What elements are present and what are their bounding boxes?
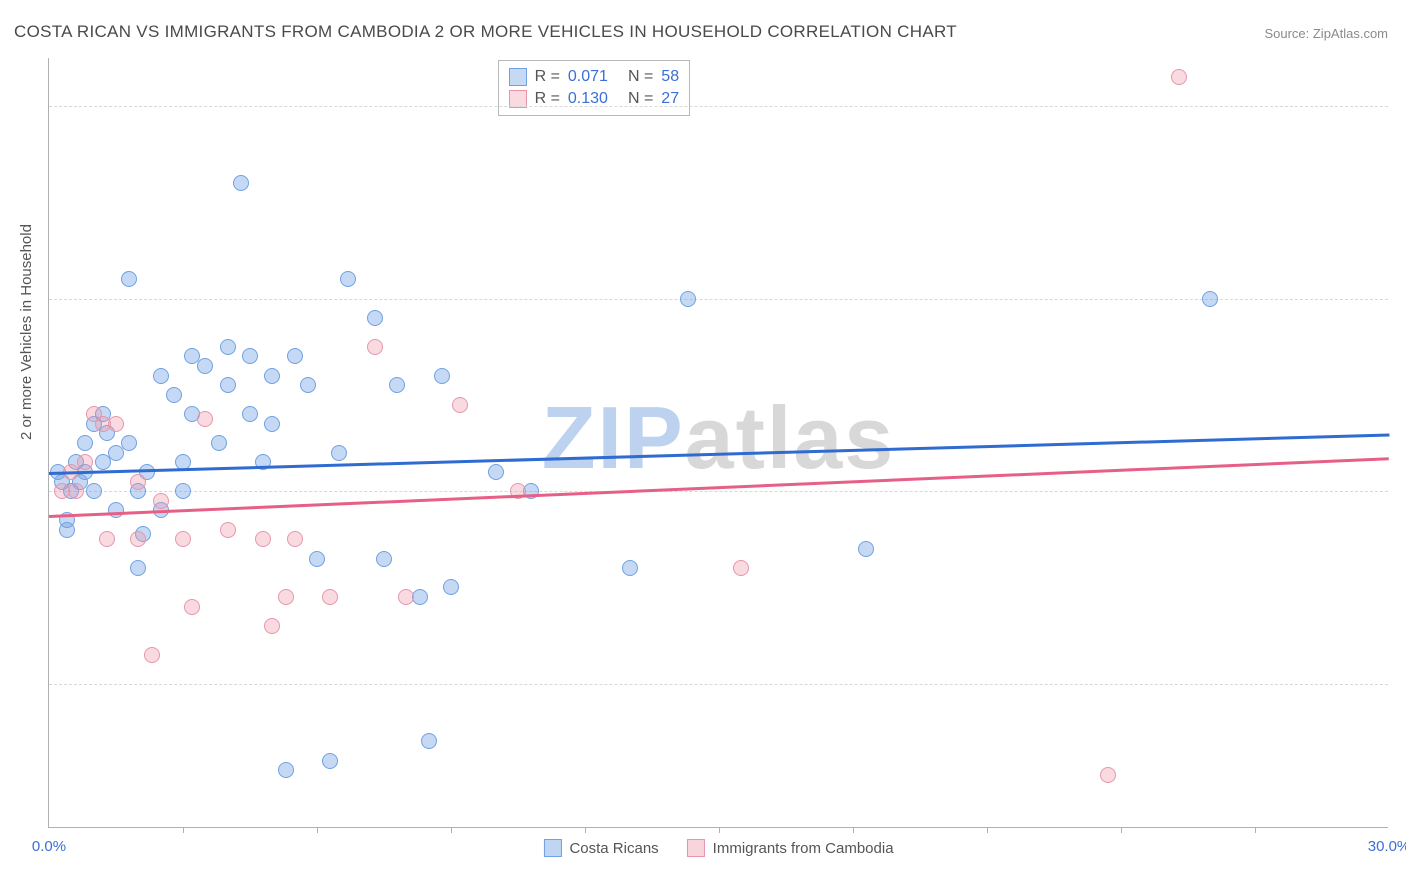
scatter-point bbox=[130, 560, 146, 576]
x-minor-tick bbox=[183, 827, 184, 833]
scatter-point bbox=[367, 310, 383, 326]
scatter-point bbox=[1202, 291, 1218, 307]
scatter-point bbox=[197, 411, 213, 427]
x-minor-tick bbox=[853, 827, 854, 833]
legend-label: Immigrants from Cambodia bbox=[713, 840, 894, 857]
scatter-point bbox=[733, 560, 749, 576]
source-attribution: Source: ZipAtlas.com bbox=[1264, 26, 1388, 41]
y-tick-label: 100.0% bbox=[1398, 98, 1406, 115]
scatter-point bbox=[622, 560, 638, 576]
scatter-point bbox=[278, 589, 294, 605]
scatter-point bbox=[443, 579, 459, 595]
legend-swatch bbox=[543, 839, 561, 857]
x-minor-tick bbox=[585, 827, 586, 833]
y-axis-label: 2 or more Vehicles in Household bbox=[18, 224, 35, 440]
scatter-point bbox=[264, 416, 280, 432]
scatter-point bbox=[452, 397, 468, 413]
chart-title: COSTA RICAN VS IMMIGRANTS FROM CAMBODIA … bbox=[14, 22, 957, 42]
scatter-point bbox=[858, 541, 874, 557]
legend-stats-box: R = 0.071N = 58R = 0.130N = 27 bbox=[498, 60, 691, 116]
x-minor-tick bbox=[719, 827, 720, 833]
scatter-point bbox=[153, 368, 169, 384]
scatter-point bbox=[77, 454, 93, 470]
scatter-point bbox=[300, 377, 316, 393]
scatter-point bbox=[340, 271, 356, 287]
scatter-point bbox=[367, 339, 383, 355]
scatter-point bbox=[242, 348, 258, 364]
scatter-point bbox=[1171, 69, 1187, 85]
scatter-point bbox=[264, 618, 280, 634]
x-tick-label: 30.0% bbox=[1368, 838, 1406, 855]
scatter-point bbox=[211, 435, 227, 451]
y-tick-label: 60.0% bbox=[1398, 483, 1406, 500]
scatter-point bbox=[322, 753, 338, 769]
scatter-point bbox=[68, 483, 84, 499]
x-minor-tick bbox=[1255, 827, 1256, 833]
scatter-point bbox=[264, 368, 280, 384]
legend-n-label: N = bbox=[628, 68, 653, 86]
watermark: ZIPatlas bbox=[542, 386, 895, 488]
legend-swatch bbox=[687, 839, 705, 857]
x-minor-tick bbox=[1121, 827, 1122, 833]
scatter-point bbox=[309, 551, 325, 567]
legend-swatch bbox=[509, 68, 527, 86]
scatter-point bbox=[144, 647, 160, 663]
gridline-horizontal bbox=[49, 491, 1388, 492]
x-minor-tick bbox=[451, 827, 452, 833]
scatter-point bbox=[434, 368, 450, 384]
scatter-point bbox=[175, 483, 191, 499]
scatter-point bbox=[121, 435, 137, 451]
legend-r-label: R = bbox=[535, 68, 560, 86]
scatter-point bbox=[166, 387, 182, 403]
legend-item: Costa Ricans bbox=[543, 839, 658, 857]
y-tick-label: 80.0% bbox=[1398, 290, 1406, 307]
scatter-point bbox=[1100, 767, 1116, 783]
scatter-point bbox=[184, 599, 200, 615]
x-minor-tick bbox=[987, 827, 988, 833]
scatter-point bbox=[130, 531, 146, 547]
scatter-point bbox=[108, 416, 124, 432]
gridline-horizontal bbox=[49, 684, 1388, 685]
scatter-point bbox=[398, 589, 414, 605]
scatter-point bbox=[108, 502, 124, 518]
scatter-point bbox=[121, 271, 137, 287]
legend-r-value: 0.071 bbox=[568, 68, 608, 86]
legend-item: Immigrants from Cambodia bbox=[687, 839, 894, 857]
scatter-point bbox=[376, 551, 392, 567]
scatter-point bbox=[175, 531, 191, 547]
scatter-point bbox=[255, 531, 271, 547]
x-minor-tick bbox=[317, 827, 318, 833]
x-tick-label: 0.0% bbox=[32, 838, 66, 855]
scatter-point bbox=[331, 445, 347, 461]
scatter-point bbox=[278, 762, 294, 778]
legend-stats-row: R = 0.071 N = 58 bbox=[509, 66, 680, 88]
scatter-point bbox=[287, 348, 303, 364]
scatter-point bbox=[220, 377, 236, 393]
scatter-point bbox=[130, 474, 146, 490]
scatter-point bbox=[59, 522, 75, 538]
scatter-point bbox=[197, 358, 213, 374]
legend-bottom: Costa Ricans Immigrants from Cambodia bbox=[543, 839, 893, 857]
scatter-point bbox=[421, 733, 437, 749]
gridline-horizontal bbox=[49, 299, 1388, 300]
legend-label: Costa Ricans bbox=[569, 840, 658, 857]
scatter-point bbox=[287, 531, 303, 547]
scatter-point bbox=[242, 406, 258, 422]
scatter-point bbox=[153, 493, 169, 509]
plot-area: ZIPatlas R = 0.071N = 58R = 0.130N = 27 … bbox=[48, 58, 1388, 828]
scatter-point bbox=[322, 589, 338, 605]
legend-n-value: 58 bbox=[661, 68, 679, 86]
scatter-point bbox=[680, 291, 696, 307]
scatter-point bbox=[389, 377, 405, 393]
gridline-horizontal bbox=[49, 106, 1388, 107]
scatter-point bbox=[233, 175, 249, 191]
scatter-point bbox=[77, 435, 93, 451]
scatter-point bbox=[86, 483, 102, 499]
scatter-point bbox=[220, 339, 236, 355]
scatter-point bbox=[488, 464, 504, 480]
scatter-point bbox=[220, 522, 236, 538]
scatter-point bbox=[99, 531, 115, 547]
y-tick-label: 40.0% bbox=[1398, 675, 1406, 692]
